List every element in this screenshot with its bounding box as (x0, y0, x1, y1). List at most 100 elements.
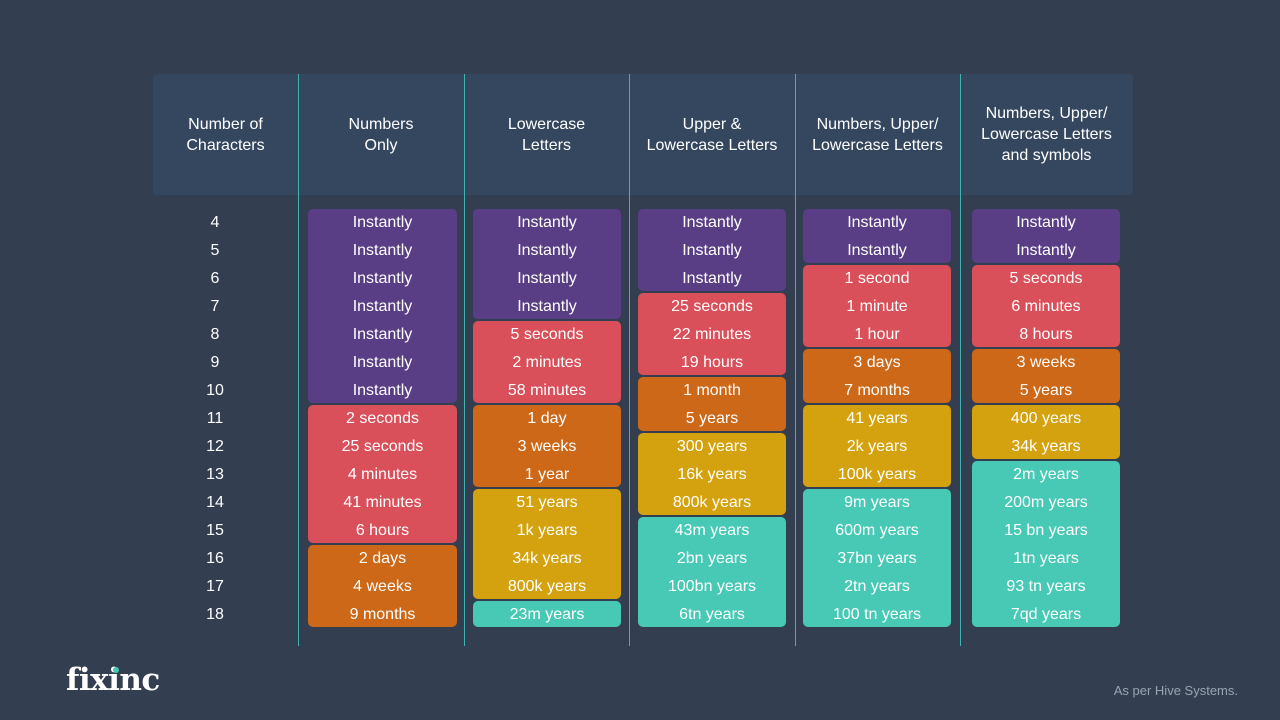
column-divider (464, 74, 465, 646)
column-header-4: Numbers, Upper/ Lowercase Letters (812, 115, 943, 154)
row-label: 14 (206, 494, 224, 511)
table-cell: 25 seconds (341, 438, 424, 455)
row-label: 16 (206, 550, 224, 567)
tier-block-days-to-months (972, 349, 1120, 403)
table-cell: 600m years (835, 522, 919, 539)
table-cell: Instantly (352, 298, 413, 315)
tier-block-instantly (308, 209, 457, 403)
table-cell: 200m years (1004, 494, 1088, 511)
column-divider (960, 74, 961, 646)
table-cell: 6 hours (355, 522, 410, 539)
tier-block-days-to-months (473, 405, 621, 487)
header-band (153, 74, 1133, 195)
row-label: 18 (206, 606, 224, 623)
tier-block-millions-and-more (473, 601, 621, 627)
table-cell: 34k years (1011, 438, 1081, 455)
table-cell: Instantly (1016, 214, 1076, 231)
table-cell: Instantly (682, 242, 742, 259)
table-cell: 3 weeks (1016, 354, 1076, 371)
table-cell: 1 minute (846, 298, 908, 315)
column-header-2: Lowercase Letters (507, 115, 586, 154)
table-cell: 9 months (349, 606, 416, 623)
table-cell: 100 tn years (832, 606, 922, 623)
tier-block-years-to-thousands (803, 405, 951, 487)
table-cell: 1 day (527, 410, 567, 427)
tier-block-days-to-months (308, 545, 457, 627)
table-cell: 800k years (672, 494, 752, 511)
tier-block-seconds-to-hours (638, 293, 786, 375)
row-label: 10 (206, 382, 224, 399)
table-cell: Instantly (682, 270, 742, 287)
table-cell: 2 seconds (346, 410, 419, 427)
table-cell: 34k years (512, 550, 582, 567)
tier-block-seconds-to-hours (473, 321, 621, 403)
table-cell: 15 bn years (1004, 522, 1088, 539)
row-header-characters: Number of Characters (186, 115, 265, 154)
row-label: 5 (210, 242, 220, 259)
table-cell: 1 hour (854, 326, 900, 343)
tier-block-instantly (473, 209, 621, 319)
table-cell: Instantly (352, 214, 413, 231)
table-cell: 3 days (853, 354, 901, 371)
table-cell: 800k years (507, 578, 587, 595)
table-cell: 3 weeks (517, 438, 577, 455)
row-label: 13 (206, 466, 224, 483)
table-cell: 41 minutes (343, 494, 422, 511)
tier-block-years-to-thousands (638, 433, 786, 515)
column-header-5: Numbers, Upper/ Lowercase Letters and sy… (981, 105, 1112, 164)
table-cell: Instantly (517, 242, 577, 259)
table-cell: 6 minutes (1011, 298, 1081, 315)
table-cell: 2k years (846, 438, 908, 455)
column-header-3: Upper & Lowercase Letters (646, 115, 778, 154)
column-divider (629, 74, 630, 646)
table-cell: Instantly (847, 242, 907, 259)
table-cell: 2tn years (844, 578, 910, 595)
table-cell: 2m years (1013, 466, 1079, 483)
table-cell: 400 years (1010, 410, 1082, 427)
row-label: 4 (210, 214, 220, 231)
table-cell: 5 years (1019, 382, 1073, 399)
row-label: 6 (210, 270, 220, 287)
column-divider (298, 74, 299, 646)
row-label: 11 (206, 410, 224, 427)
table-cell: 51 years (516, 494, 578, 511)
table-cell: 2bn years (676, 550, 748, 567)
table-cell: 4 minutes (347, 466, 418, 483)
table-cell: 1k years (516, 522, 578, 539)
table-cell: 6tn years (679, 606, 745, 623)
tier-block-days-to-months (803, 349, 951, 403)
tier-block-days-to-months (638, 377, 786, 431)
table-cell: 23m years (509, 606, 585, 623)
source-note: As per Hive Systems. (1113, 683, 1238, 698)
table-cell: Instantly (682, 214, 742, 231)
row-label: 17 (206, 578, 224, 595)
table-cell: Instantly (352, 382, 413, 399)
tier-block-instantly (638, 209, 786, 291)
table-cell: 1 second (844, 270, 910, 287)
table-cell: 5 years (685, 410, 739, 427)
table-cell: 4 weeks (353, 578, 412, 595)
row-label: 12 (206, 438, 224, 455)
table-cell: 1tn years (1013, 550, 1079, 567)
table-cell: Instantly (517, 270, 577, 287)
table-cell: 1 month (683, 382, 741, 399)
table-cell: 25 seconds (671, 298, 753, 315)
table-cell: 37bn years (837, 550, 917, 567)
row-label: 7 (210, 298, 220, 315)
tier-block-millions-and-more (638, 517, 786, 627)
table-cell: Instantly (847, 214, 907, 231)
fixinc-logo: fixinc (66, 662, 160, 698)
table-cell: 5 seconds (1009, 270, 1083, 287)
table-cell: 5 seconds (510, 326, 584, 343)
table-cell: 300 years (676, 438, 748, 455)
tier-block-instantly (972, 209, 1120, 263)
table-cell: 22 minutes (672, 326, 752, 343)
tier-block-seconds-to-hours (972, 265, 1120, 347)
column-header-1: Numbers Only (348, 115, 414, 154)
row-label: 8 (210, 326, 220, 343)
table-cell: 1 year (524, 466, 570, 483)
table-cell: 16k years (677, 466, 747, 483)
tier-block-millions-and-more (803, 489, 951, 627)
table-cell: 43m years (674, 522, 750, 539)
